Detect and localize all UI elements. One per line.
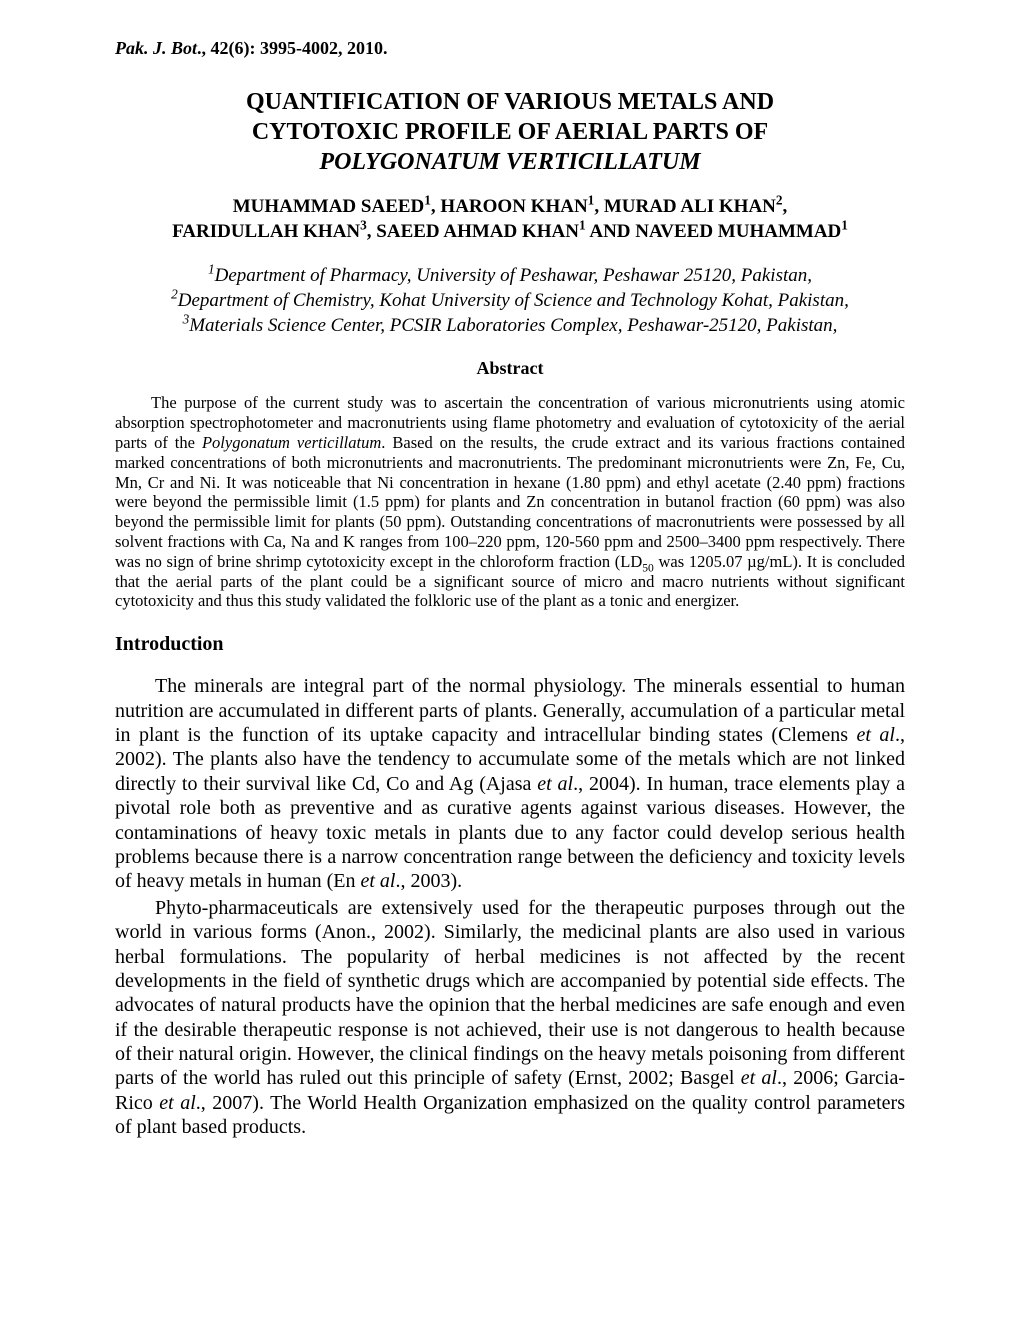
intro-paragraph-1: The minerals are integral part of the no… (115, 674, 905, 894)
authors: MUHAMMAD SAEED1, HAROON KHAN1, MURAD ALI… (115, 195, 905, 244)
title-line-1: QUANTIFICATION OF VARIOUS METALS AND (246, 89, 774, 115)
affiliation-2: Department of Chemistry, Kohat Universit… (178, 290, 849, 311)
species-name: Polygonatum verticillatum (202, 433, 381, 452)
affiliation-1-sup: 1 (208, 262, 215, 277)
abstract-heading: Abstract (115, 358, 905, 379)
author-1: MUHAMMAD SAEED (233, 196, 425, 217)
journal-name: Pak. J. Bot (115, 38, 197, 58)
author-5: SAEED AHMAD KHAN (376, 221, 579, 242)
abstract-body: The purpose of the current study was to … (115, 393, 905, 611)
author-2: HAROON KHAN (440, 196, 587, 217)
author-3-sup: 2 (776, 193, 783, 208)
introduction-heading: Introduction (115, 633, 905, 656)
author-6-sup: 1 (841, 217, 848, 232)
paper-page: Pak. J. Bot., 42(6): 3995-4002, 2010. QU… (0, 0, 1020, 1182)
title-line-2: CYTOTOXIC PROFILE OF AERIAL PARTS OF (252, 119, 768, 145)
affiliation-1: Department of Pharmacy, University of Pe… (215, 265, 812, 286)
title-line-3: POLYGONATUM VERTICILLATUM (319, 149, 700, 175)
author-4: FARIDULLAH KHAN (172, 221, 360, 242)
author-3: MURAD ALI KHAN (604, 196, 776, 217)
intro-paragraph-2: Phyto-pharmaceuticals are extensively us… (115, 896, 905, 1140)
author-6: NAVEED MUHAMMAD (635, 221, 841, 242)
journal-citation: ., 42(6): 3995-4002, 2010. (197, 38, 387, 58)
author-1-sup: 1 (424, 193, 431, 208)
paper-title: QUANTIFICATION OF VARIOUS METALS AND CYT… (115, 87, 905, 177)
journal-header: Pak. J. Bot., 42(6): 3995-4002, 2010. (115, 38, 905, 59)
author-4-sup: 3 (360, 217, 367, 232)
affiliations: 1Department of Pharmacy, University of P… (115, 264, 905, 338)
affiliation-3: Materials Science Center, PCSIR Laborato… (189, 315, 837, 336)
affiliation-2-sup: 2 (171, 287, 178, 302)
author-5-sup: 1 (579, 217, 586, 232)
